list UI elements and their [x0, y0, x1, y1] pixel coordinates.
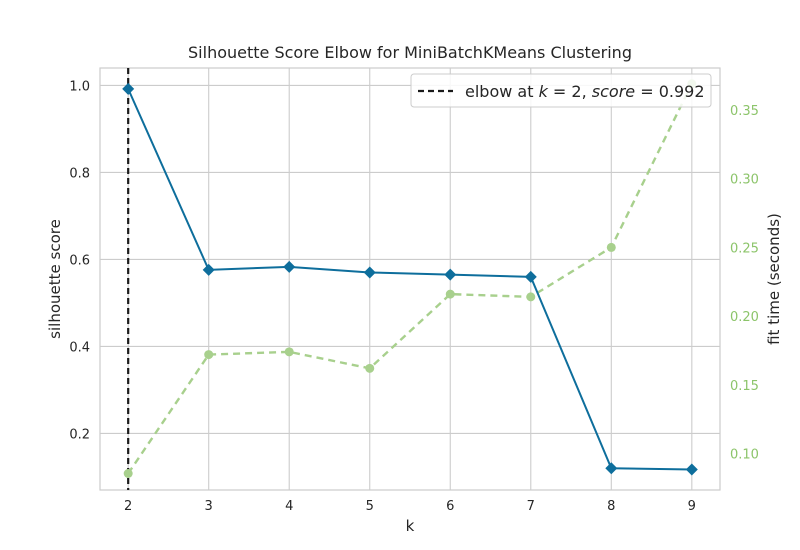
chart-title: Silhouette Score Elbow for MiniBatchKMea… [188, 43, 632, 62]
y2-tick-label: 0.20 [730, 310, 759, 325]
grid [100, 68, 720, 490]
fit-time-point [526, 292, 536, 302]
series-layer [122, 79, 698, 479]
silhouette-score-point [685, 463, 698, 476]
x-tick-label: 9 [688, 499, 696, 514]
x-axis-label: k [406, 517, 415, 535]
silhouette-score-point [283, 260, 296, 273]
legend-elbow-label: elbow at k = 2, score = 0.992 [465, 82, 705, 101]
x-tick-labels: 2 3 4 5 6 7 8 9 [124, 499, 696, 514]
y2-tick-label: 0.10 [730, 448, 759, 463]
fit-time-point [204, 350, 214, 360]
x-tick-label: 3 [205, 499, 213, 514]
x-tick-label: 2 [124, 499, 132, 514]
y-axis-label: silhouette score [46, 219, 64, 339]
y-tick-labels: 0.2 0.4 0.6 0.8 1.0 [69, 79, 90, 442]
silhouette-score-line [127, 88, 692, 471]
fit-time-point [445, 289, 455, 299]
y2-tick-label: 0.30 [730, 173, 759, 188]
fit-time-point [284, 347, 294, 357]
silhouette-score-point [122, 82, 135, 95]
y2-tick-labels: 0.10 0.15 0.20 0.25 0.30 0.35 [730, 104, 759, 463]
y-tick-label: 0.4 [69, 340, 90, 355]
fit-time-point [123, 469, 133, 479]
fit-time-point [606, 242, 616, 252]
silhouette-score-point [524, 270, 537, 283]
plot-frame [99, 67, 721, 491]
y-tick-label: 0.2 [69, 427, 90, 442]
fit-time-point [365, 363, 375, 373]
y-tick-label: 0.6 [69, 253, 90, 268]
x-tick-label: 4 [285, 499, 293, 514]
silhouette-score-point [202, 263, 215, 276]
x-tick-label: 5 [366, 499, 374, 514]
legend: elbow at k = 2, score = 0.992 [410, 73, 712, 108]
y-tick-label: 1.0 [69, 79, 90, 94]
legend-box [410, 73, 712, 108]
y2-tick-label: 0.15 [730, 379, 759, 394]
y2-axis-label: fit time (seconds) [765, 213, 783, 345]
y-tick-label: 0.8 [69, 166, 90, 181]
y2-tick-label: 0.35 [730, 104, 759, 119]
x-tick-label: 7 [527, 499, 535, 514]
x-tick-label: 8 [607, 499, 615, 514]
silhouette-score-point [363, 266, 376, 279]
silhouette-score-point [444, 268, 457, 281]
y2-tick-label: 0.25 [730, 241, 759, 256]
fit-time-line [127, 83, 693, 475]
silhouette-score-point [605, 462, 618, 475]
x-tick-label: 6 [446, 499, 454, 514]
